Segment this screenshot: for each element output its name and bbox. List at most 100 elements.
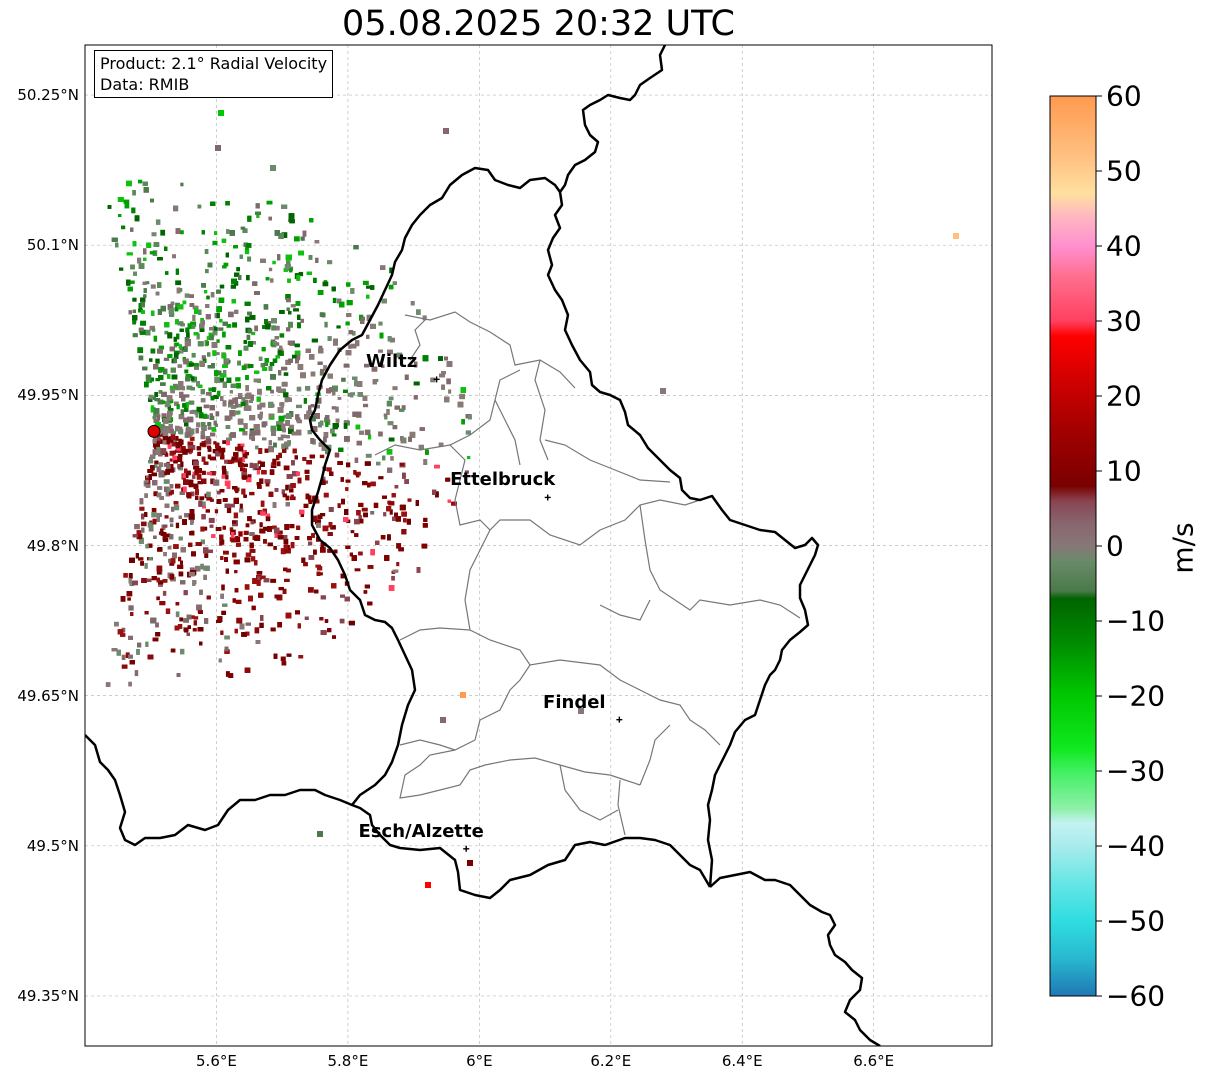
- echo-pixel: [234, 570, 238, 574]
- echo-pixel: [190, 376, 195, 381]
- echo-pixel: [273, 546, 277, 550]
- echo-pixel: [345, 350, 352, 356]
- echo-pixel: [207, 447, 212, 452]
- echo-pixel: [375, 540, 380, 545]
- echo-pixel: [162, 436, 168, 440]
- echo-pixel: [356, 411, 362, 418]
- echo-pixel: [276, 325, 280, 331]
- echo-pixel: [288, 321, 293, 328]
- echo-pixel: [205, 438, 212, 445]
- echo-pixel: [154, 460, 159, 465]
- echo-pixel: [283, 372, 289, 376]
- echo-pixel: [173, 357, 177, 363]
- echo-pixel: [373, 502, 379, 508]
- echo-pixel: [270, 578, 277, 583]
- echo-pixel: [164, 330, 169, 335]
- echo-pixel: [215, 411, 220, 417]
- echo-pixel: [200, 398, 206, 403]
- echo-pixel: [215, 527, 222, 531]
- echo-pixel: [362, 481, 368, 486]
- echo-pixel: [256, 396, 261, 402]
- echo-pixel: [392, 569, 399, 573]
- echo-pixel: [308, 499, 313, 504]
- echo-pixel: [259, 411, 263, 415]
- echo-pixel: [318, 422, 322, 428]
- echo-pixel: [280, 548, 286, 555]
- echo-pixel: [177, 453, 183, 458]
- echo-pixel: [111, 237, 118, 242]
- echo-pixel: [184, 513, 189, 518]
- echo-pixel: [239, 508, 244, 513]
- echo-pixel: [366, 314, 372, 321]
- echo-pixel: [235, 446, 239, 451]
- echo-pixel: [175, 602, 180, 606]
- echo-pixel: [251, 331, 256, 336]
- echo-pixel: [179, 328, 184, 332]
- echo-pixel: [205, 304, 210, 308]
- echo-pixel: [185, 376, 190, 382]
- echo-pixel: [268, 491, 274, 497]
- echo-pixel: [246, 334, 251, 340]
- echo-pixel: [196, 333, 200, 340]
- echo-pixel: [206, 336, 212, 340]
- echo-pixel: [407, 498, 412, 502]
- echo-pixel: [129, 582, 135, 587]
- echo-pixel: [249, 399, 253, 403]
- echo-pixel: [337, 298, 342, 304]
- echo-pixel: [257, 404, 262, 410]
- echo-pixel: [162, 471, 167, 476]
- echo-pixel: [177, 624, 183, 629]
- echo-pixel: [173, 501, 179, 505]
- echo-pixel: [363, 403, 369, 408]
- echo-pixel: [197, 481, 203, 485]
- echo-pixel: [232, 552, 237, 558]
- echo-pixel: [202, 470, 206, 475]
- echo-pixel: [174, 307, 179, 312]
- echo-pixel: [320, 630, 327, 635]
- echo-pixel: [221, 447, 226, 453]
- echo-pixel: [174, 342, 180, 346]
- echo-pixel: [120, 633, 126, 637]
- echo-pixel: [216, 312, 220, 319]
- echo-pixel: [153, 535, 157, 539]
- echo-pixel: [284, 264, 291, 270]
- echo-pixel: [190, 321, 197, 327]
- echo-pixel: [334, 452, 340, 458]
- echo-pixel: [189, 428, 195, 435]
- echo-pixel: [354, 533, 359, 537]
- echo-pixel: [186, 426, 191, 432]
- echo-pixel: [216, 490, 221, 495]
- echo-pixel: [319, 454, 325, 459]
- echo-pixel: [310, 371, 316, 377]
- echo-pixel: [187, 625, 191, 629]
- echo-pixel: [158, 375, 164, 380]
- echo-pixel: [243, 345, 249, 351]
- echo-pixel: [192, 628, 197, 632]
- echo-pixel: [121, 664, 128, 669]
- echo-pixel: [180, 409, 184, 416]
- echo-pixel: [283, 414, 289, 419]
- echo-pixel: [382, 495, 387, 499]
- echo-pixel: [216, 499, 222, 504]
- echo-pixel: [207, 445, 211, 449]
- echo-pixel: [288, 427, 294, 434]
- echo-pixel: [247, 516, 252, 522]
- echo-pixel: [157, 282, 162, 288]
- echo-pixel: [262, 508, 267, 514]
- echo-pixel: [214, 313, 219, 319]
- echo-pixel: [189, 615, 195, 619]
- echo-pixel: [189, 436, 195, 441]
- echo-pixel: [261, 470, 267, 475]
- echo-pixel: [278, 233, 284, 239]
- echo-pixel: [327, 373, 333, 379]
- echo-pixel: [343, 363, 349, 367]
- echo-pixel: [170, 389, 175, 394]
- echo-pixel: [358, 502, 364, 507]
- echo-pixel: [224, 480, 231, 486]
- echo-pixel: [314, 413, 320, 419]
- echo-pixel: [392, 425, 398, 430]
- echo-pixel: [287, 278, 291, 283]
- echo-pixel: [396, 543, 402, 549]
- echo-pixel: [353, 245, 359, 250]
- echo-pixel: [241, 450, 247, 454]
